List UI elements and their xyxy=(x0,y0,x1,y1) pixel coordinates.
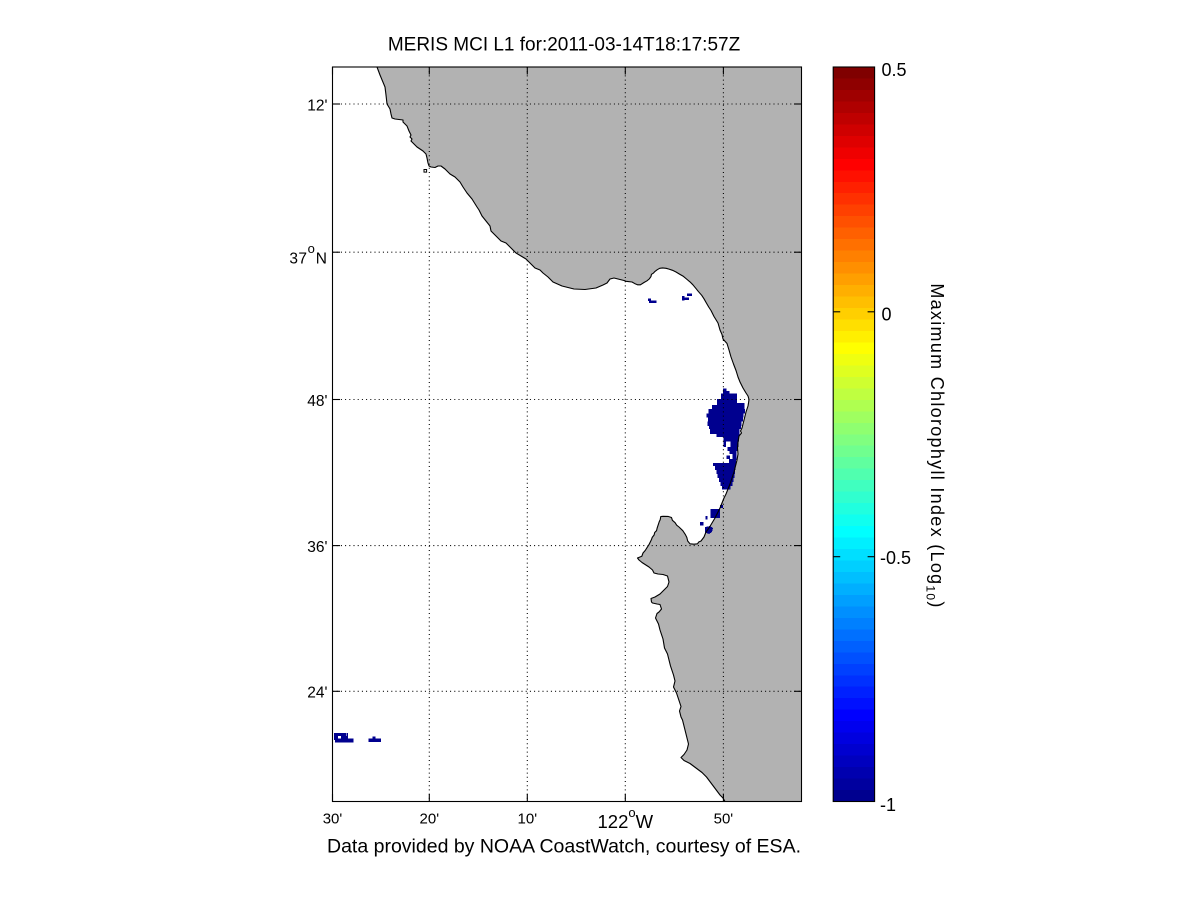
svg-text:24': 24' xyxy=(307,685,327,702)
svg-text:12': 12' xyxy=(307,97,327,114)
svg-text:0.5: 0.5 xyxy=(882,60,907,80)
svg-text:Maximum Chlorophyll Index (Log: Maximum Chlorophyll Index (Log10) xyxy=(924,283,948,608)
svg-text:-0.5: -0.5 xyxy=(880,548,911,568)
svg-text:10': 10' xyxy=(518,811,538,828)
svg-text:36': 36' xyxy=(307,539,327,556)
svg-text:-1: -1 xyxy=(880,795,896,815)
svg-text:50': 50' xyxy=(714,811,734,828)
svg-text:48': 48' xyxy=(307,393,327,410)
svg-text:Data provided by NOAA CoastWat: Data provided by NOAA CoastWatch, courte… xyxy=(327,836,801,858)
svg-text:30': 30' xyxy=(323,811,343,828)
svg-text:20': 20' xyxy=(420,811,440,828)
svg-text:0: 0 xyxy=(882,304,892,324)
svg-text:MERIS MCI L1 for:2011-03-14T18: MERIS MCI L1 for:2011-03-14T18:17:57Z xyxy=(388,35,741,56)
